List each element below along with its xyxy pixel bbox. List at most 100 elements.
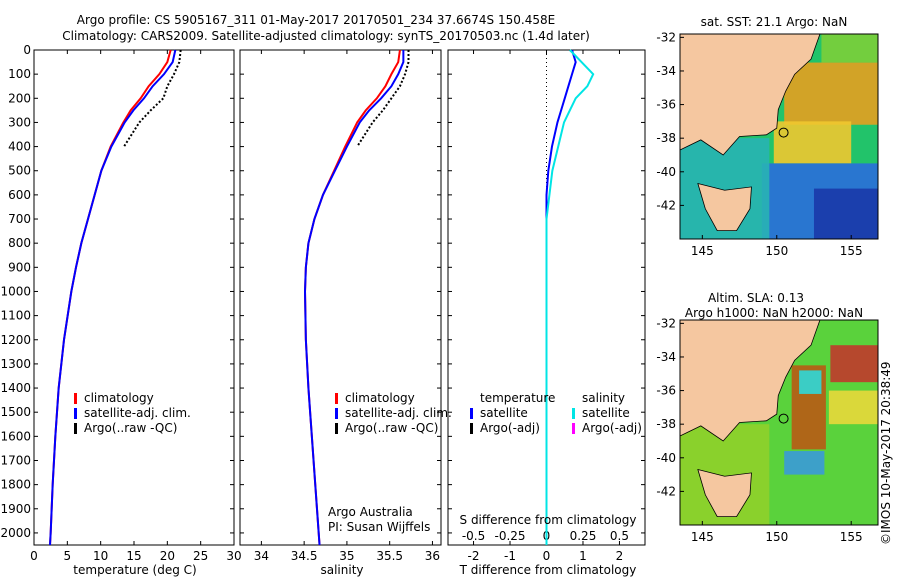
- float-position-marker: [778, 127, 789, 138]
- series-line-satellite-adj-clim-: [304, 50, 405, 546]
- legend-item-satellite: satellite-adj. clim.: [335, 406, 452, 421]
- map-y-tick-label: -40: [656, 165, 676, 179]
- map-y-tick-label: -42: [656, 198, 676, 212]
- diff-legend-sal: salinity satellite Argo(-adj): [572, 391, 642, 436]
- field-patch: [773, 121, 852, 164]
- temp-xlabel: temperature (deg C): [73, 563, 197, 577]
- map-x-tick-label: 155: [840, 530, 863, 544]
- x-tick-label: 35: [339, 549, 354, 563]
- header-line2: Climatology: CARS2009. Satellite-adjuste…: [62, 29, 590, 43]
- float-position-marker: [778, 413, 789, 424]
- x-tick-label: 35.5: [376, 549, 403, 563]
- field-patch: [830, 345, 878, 383]
- map-y-tick-label: -36: [656, 384, 676, 398]
- map-y-tick-label: -32: [656, 316, 676, 330]
- legend-title-salinity: salinity: [582, 391, 626, 405]
- y-tick-label: 1700: [0, 453, 31, 467]
- map-y-tick-label: -38: [656, 417, 676, 431]
- map-x-tick-label: 145: [691, 530, 714, 544]
- sla-map-title1: Altim. SLA: 0.13: [707, 291, 805, 305]
- x-tick-label-salinity-diff: -0.5: [462, 529, 485, 543]
- legend-item-climatology: climatology: [335, 391, 452, 406]
- map-x-tick-label: 155: [840, 244, 863, 258]
- y-tick-label: 300: [8, 115, 31, 129]
- series-line-temperature-satellite: [545, 49, 577, 545]
- legend-item-sal-satellite: satellite: [572, 406, 642, 421]
- legend-item-sal-argo: Argo(-adj): [572, 421, 642, 436]
- field-patch: [784, 451, 825, 475]
- header-line1: Argo profile: CS 5905167_311 01-May-2017…: [76, 13, 556, 27]
- sal-note1: Argo Australia: [328, 505, 413, 519]
- y-tick-label: 600: [8, 188, 31, 202]
- x-tick-label: 36: [425, 549, 440, 563]
- series-line-satellite-adj-clim-: [49, 49, 177, 546]
- sal-legend: climatology satellite-adj. clim. Argo(..…: [335, 391, 452, 436]
- tasmania: [697, 182, 752, 231]
- sal-xlabel: salinity: [320, 563, 364, 577]
- y-tick-label: 1800: [0, 478, 31, 492]
- map-x-tick-label: 150: [765, 530, 788, 544]
- legend-item-climatology: climatology: [74, 391, 191, 406]
- tasmania: [697, 468, 752, 517]
- series-line-salinity-satellite: [545, 49, 595, 545]
- map-y-tick-label: -42: [656, 484, 676, 498]
- x-tick-label: 25: [193, 549, 208, 563]
- mainland: [679, 319, 821, 442]
- map-y-tick-label: -34: [656, 64, 676, 78]
- y-tick-label: 1100: [0, 309, 31, 323]
- x-tick-label-salinity-diff: -0.25: [494, 529, 525, 543]
- legend-item-temp-satellite: satellite: [470, 406, 555, 421]
- sst-map: -32 -34 -36 -38 -40 -42 145 150 155: [656, 30, 879, 258]
- imos-credit: ©IMOS 10-May-2017 20:38:49: [879, 361, 893, 545]
- x-tick-label: 15: [126, 549, 141, 563]
- x-tick-label: -2: [468, 549, 480, 563]
- map-y-tick-label: -32: [656, 30, 676, 44]
- x-tick-label: 0: [543, 549, 551, 563]
- field-patch: [813, 188, 878, 239]
- field-patch: [784, 62, 878, 125]
- y-tick-label: 2000: [0, 526, 31, 540]
- map-y-tick-label: -36: [656, 98, 676, 112]
- series-line-climatology: [304, 49, 401, 546]
- diff-xlabel-top: S difference from climatology: [459, 513, 637, 527]
- y-tick-label: 900: [8, 260, 31, 274]
- field-patch: [828, 390, 878, 425]
- x-tick-label-salinity-diff: 0.5: [610, 529, 629, 543]
- map-x-tick-label: 145: [691, 244, 714, 258]
- mainland: [679, 33, 821, 156]
- legend-item-argo: Argo(..raw -QC): [74, 421, 191, 436]
- y-tick-label: 1600: [0, 429, 31, 443]
- y-tick-label: 1200: [0, 333, 31, 347]
- y-tick-label: 1000: [0, 284, 31, 298]
- map-x-tick-label: 150: [765, 244, 788, 258]
- sst-map-title: sat. SST: 21.1 Argo: NaN: [700, 15, 848, 29]
- temp-legend: climatology satellite-adj. clim. Argo(..…: [74, 391, 191, 436]
- temperature-panel-frame: [33, 49, 235, 546]
- map-y-tick-label: -40: [656, 451, 676, 465]
- y-tick-label: 1400: [0, 381, 31, 395]
- field-patch: [799, 370, 822, 394]
- x-tick-label: 1: [579, 549, 587, 563]
- map-y-tick-label: -34: [656, 350, 676, 364]
- x-tick-label: 10: [93, 549, 108, 563]
- y-tick-label: 400: [8, 140, 31, 154]
- x-tick-label: 30: [226, 549, 241, 563]
- x-tick-label: -1: [504, 549, 516, 563]
- field-patch: [821, 34, 878, 63]
- series-line-argo-raw-qc-: [123, 49, 182, 148]
- y-tick-label: 100: [8, 67, 31, 81]
- x-tick-label: 0: [30, 549, 38, 563]
- diff-legend-temp: temperature satellite Argo(-adj): [470, 391, 555, 436]
- series-line-argo-raw-qc-: [356, 50, 410, 148]
- x-tick-label: 2: [616, 549, 624, 563]
- x-tick-label: 34.5: [291, 549, 318, 563]
- sla-map-title2: Argo h1000: NaN h2000: NaN: [684, 306, 864, 320]
- x-tick-label: 20: [160, 549, 175, 563]
- map-frame: [679, 33, 879, 240]
- legend-title-temperature: temperature: [480, 391, 556, 405]
- y-tick-label: 800: [8, 236, 31, 250]
- y-tick-label: 1900: [0, 502, 31, 516]
- y-tick-label: 1300: [0, 357, 31, 371]
- sla-map: -32 -34 -36 -38 -40 -42 145 150 155: [656, 316, 879, 544]
